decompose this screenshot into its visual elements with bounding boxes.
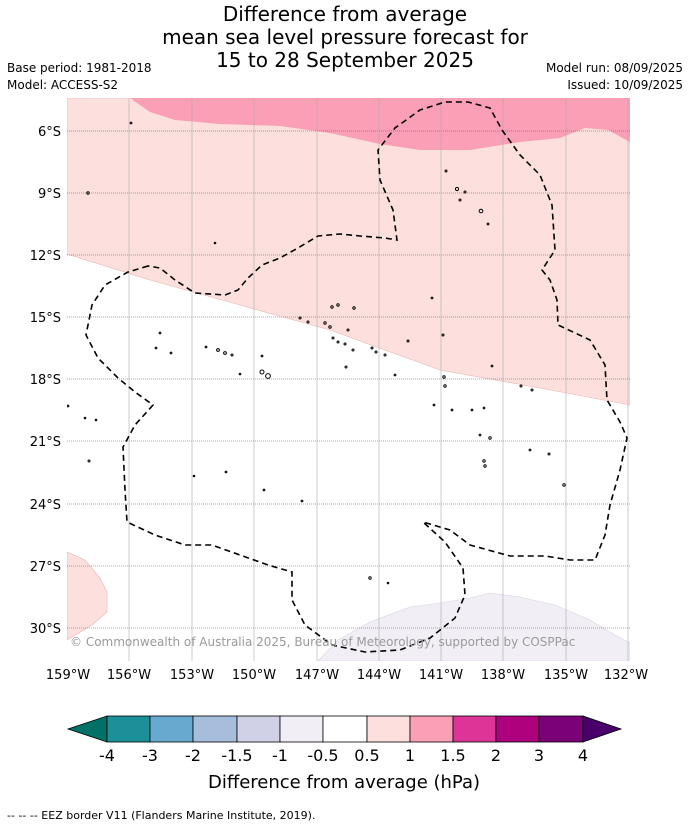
colorbar-tick: -1	[272, 746, 288, 765]
colorbar-max-arrow	[582, 715, 623, 743]
eez-legend: -- -- -- EEZ border V11 (Flanders Marine…	[7, 809, 316, 822]
colorbar-tick: -3	[142, 746, 158, 765]
colorbar	[66, 715, 623, 743]
lat-label: 9°S	[38, 187, 61, 202]
lat-label: 27°S	[30, 560, 61, 575]
colorbar-tick: 0.5	[354, 746, 379, 765]
title-line-3: 15 to 28 September 2025	[216, 48, 474, 72]
longitude-labels: 159°W 156°W 153°W 150°W 147°W 144°W 141°…	[46, 668, 648, 683]
colorbar-swatch	[366, 715, 411, 743]
island-markers	[67, 121, 566, 585]
colorbar-swatch	[149, 715, 194, 743]
colorbar-swatch	[106, 715, 151, 743]
colorbar-swatch	[322, 715, 368, 743]
title-line-1: Difference from average	[222, 2, 468, 26]
lat-label: 21°S	[30, 435, 61, 450]
colorbar-swatch	[409, 715, 454, 743]
colorbar-ticks: -4 -3 -2 -1.5 -1 -0.5 0.5 1 1.5 2 3 4	[99, 746, 588, 765]
lon-label: 141°W	[419, 668, 463, 683]
anomaly-region-lower-left	[67, 551, 108, 641]
colorbar-tick: 4	[578, 746, 588, 765]
colorbar-swatch	[452, 715, 497, 743]
colorbar-swatch	[538, 715, 584, 743]
longitude-gridlines	[128, 98, 629, 661]
colorbar-tick: -1.5	[221, 746, 252, 765]
colorbar-label: Difference from average (hPa)	[208, 772, 480, 793]
lat-label: 24°S	[30, 498, 61, 513]
colorbar-swatch	[495, 715, 540, 743]
lon-label: 138°W	[481, 668, 525, 683]
anomaly-region-lavender	[317, 592, 630, 661]
colorbar-tick: -4	[99, 746, 115, 765]
base-period: Base period: 1981-2018	[7, 61, 152, 75]
model-name: Model: ACCESS-S2	[7, 78, 119, 92]
map-area: © Commonwealth of Australia 2025, Bureau…	[67, 98, 630, 661]
title-line-2: mean sea level pressure forecast for	[162, 25, 528, 49]
lon-label: 147°W	[295, 668, 339, 683]
colorbar-tick: 1	[405, 746, 415, 765]
model-run: Model run: 08/09/2025	[545, 61, 683, 75]
colorbar-tick: 3	[534, 746, 544, 765]
eez-border-main	[85, 101, 628, 653]
colorbar-tick: -0.5	[307, 746, 338, 765]
lon-label: 153°W	[170, 668, 214, 683]
lon-label: 144°W	[357, 668, 401, 683]
colorbar-swatch	[236, 715, 281, 743]
lat-label: 6°S	[38, 125, 61, 140]
lon-label: 150°W	[232, 668, 276, 683]
copyright-note: © Commonwealth of Australia 2025, Bureau…	[70, 635, 575, 649]
lon-label: 156°W	[107, 668, 151, 683]
lat-label: 30°S	[30, 622, 61, 637]
latitude-labels: 6°S 9°S 12°S 15°S 18°S 21°S 24°S 27°S 30…	[30, 125, 61, 637]
colorbar-swatch	[279, 715, 324, 743]
issued-date: Issued: 10/09/2025	[567, 78, 683, 92]
colorbar-min-arrow	[66, 715, 108, 743]
colorbar-swatch	[192, 715, 238, 743]
colorbar-tick: -2	[185, 746, 201, 765]
anomaly-region-light-pink	[67, 98, 630, 406]
lat-label: 15°S	[30, 311, 61, 326]
lon-label: 135°W	[544, 668, 588, 683]
lon-label: 159°W	[46, 668, 90, 683]
lat-label: 18°S	[30, 373, 61, 388]
colorbar-tick: 1.5	[440, 746, 465, 765]
lon-label: 132°W	[604, 668, 648, 683]
colorbar-tick: 2	[491, 746, 501, 765]
lat-label: 12°S	[30, 249, 61, 264]
anomaly-region-pink	[130, 98, 630, 150]
